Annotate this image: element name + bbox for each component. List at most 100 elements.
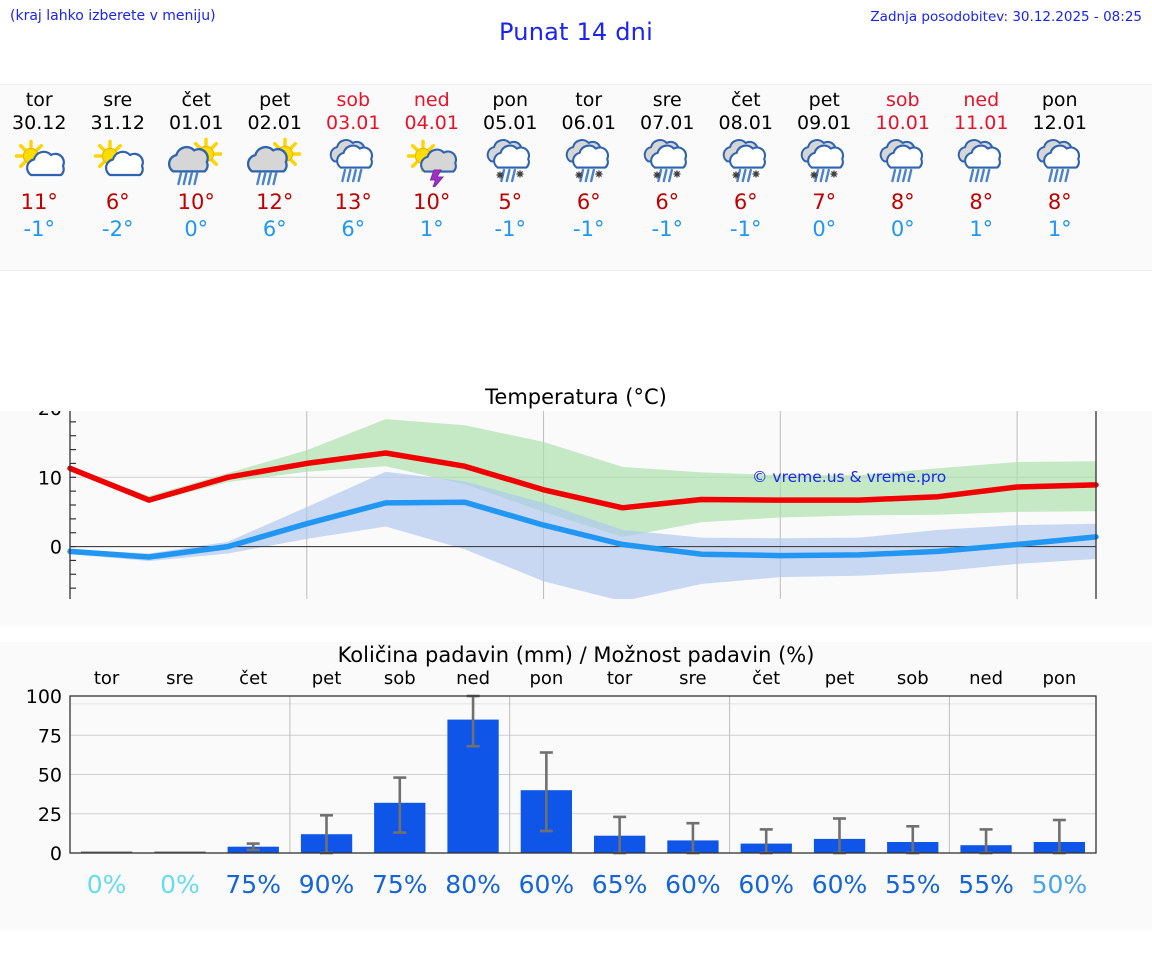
temp-max: 8° bbox=[1047, 190, 1072, 214]
temp-min: -1° bbox=[573, 217, 605, 241]
temp-min: -1° bbox=[651, 217, 683, 241]
temperature-chart-panel: Temperatura (°C) 01020 bbox=[0, 384, 1152, 626]
precip-day-label: pon bbox=[529, 668, 563, 689]
temperature-line bbox=[67, 450, 1099, 511]
snowflake bbox=[752, 170, 760, 178]
forecast-day-column[interactable]: sre 31.12 6° -2° bbox=[79, 85, 158, 270]
forecast-day-column[interactable]: čet 08.01 6° -1° bbox=[707, 85, 786, 270]
temp-max: 8° bbox=[890, 190, 915, 214]
precipitation-probability: 90% bbox=[299, 870, 355, 899]
day-date: 09.01 bbox=[797, 112, 852, 134]
menu-note: (kraj lahko izberete v meniju) bbox=[10, 8, 216, 24]
snowflake bbox=[810, 171, 818, 179]
cloud-sleet-icon bbox=[482, 135, 538, 189]
page-header: (kraj lahko izberete v meniju) Punat 14 … bbox=[0, 0, 1152, 62]
precip-day-label: sre bbox=[679, 668, 706, 689]
forecast-day-column[interactable]: tor 06.01 6° -1° bbox=[550, 85, 629, 270]
precipitation-probability: 65% bbox=[592, 870, 648, 899]
temperature-line bbox=[67, 499, 1099, 560]
precipitation-probability: 0% bbox=[87, 870, 127, 899]
day-date: 04.01 bbox=[404, 112, 459, 134]
temp-max: 7° bbox=[812, 190, 837, 214]
cloud-rain-icon bbox=[325, 135, 381, 189]
day-of-week: pon bbox=[1041, 89, 1078, 111]
day-of-week: sre bbox=[103, 89, 133, 111]
day-date: 06.01 bbox=[561, 112, 616, 134]
precip-day-label: sre bbox=[166, 668, 193, 689]
temp-min: 0° bbox=[890, 217, 915, 241]
forecast-day-column[interactable]: sre 07.01 6° -1° bbox=[628, 85, 707, 270]
precipitation-probability: 0% bbox=[160, 870, 200, 899]
precipitation-probability: 60% bbox=[812, 870, 868, 899]
temp-max: 10° bbox=[177, 190, 215, 214]
snowflake bbox=[595, 170, 603, 178]
rain-drops bbox=[341, 168, 363, 183]
day-of-week: sob bbox=[336, 89, 371, 111]
day-date: 02.01 bbox=[247, 112, 302, 134]
temp-max: 6° bbox=[105, 190, 130, 214]
forecast-day-column[interactable]: čet 01.01 10° 0° bbox=[157, 85, 236, 270]
day-of-week: čet bbox=[730, 89, 761, 111]
temp-min: -1° bbox=[730, 217, 762, 241]
cloud-sleet-icon bbox=[796, 135, 852, 189]
forecast-day-column[interactable]: ned 11.01 8° 1° bbox=[942, 85, 1021, 270]
forecast-day-column[interactable]: sob 03.01 13° 6° bbox=[314, 85, 393, 270]
forecast-day-column[interactable]: tor 30.12 11° -1° bbox=[0, 85, 79, 270]
rain-drops bbox=[255, 171, 278, 186]
forecast-day-column[interactable]: sob 10.01 8° 0° bbox=[864, 85, 943, 270]
temp-max: 8° bbox=[969, 190, 994, 214]
forecast-day-column[interactable]: ned 04.01 10° 1° bbox=[393, 85, 472, 270]
y-axis-label: 50 bbox=[38, 765, 62, 787]
precip-day-label: sob bbox=[897, 668, 929, 689]
precip-day-label: čet bbox=[239, 668, 267, 689]
day-date: 07.01 bbox=[640, 112, 695, 134]
copyright-text: © vreme.us & vreme.pro bbox=[752, 468, 947, 486]
y-axis-label: 10 bbox=[38, 467, 62, 489]
day-date: 30.12 bbox=[12, 112, 67, 134]
precipitation-probability: 75% bbox=[225, 870, 281, 899]
temp-max: 6° bbox=[655, 190, 680, 214]
forecast-day-column[interactable]: pon 12.01 8° 1° bbox=[1021, 85, 1100, 270]
day-of-week: tor bbox=[575, 89, 603, 111]
temp-max: 10° bbox=[413, 190, 451, 214]
precipitation-chart: tor sre čet pet sob ned pon tor sre čet pet sob ned p… bbox=[26, 668, 1097, 899]
sun-cloud-rain-icon bbox=[246, 135, 303, 189]
temp-min: -1° bbox=[494, 217, 526, 241]
precip-day-label: tor bbox=[607, 668, 633, 689]
day-date: 03.01 bbox=[326, 112, 381, 134]
forecast-day-column[interactable]: pon 05.01 5° -1° bbox=[471, 85, 550, 270]
temperature-chart: 01020 bbox=[38, 398, 1099, 599]
snowflake bbox=[830, 170, 838, 178]
precipitation-probability: 75% bbox=[372, 870, 428, 899]
temp-min: -1° bbox=[23, 217, 55, 241]
day-of-week: pet bbox=[259, 89, 291, 111]
precip-day-label: čet bbox=[752, 668, 780, 689]
precipitation-probability: 80% bbox=[445, 870, 501, 899]
rain-drops bbox=[969, 168, 991, 183]
cloud-rain-icon bbox=[875, 135, 931, 189]
precipitation-probability: 60% bbox=[519, 870, 575, 899]
day-of-week: ned bbox=[963, 89, 1000, 111]
day-date: 31.12 bbox=[90, 112, 145, 134]
precip-day-label: pet bbox=[312, 668, 342, 689]
forecast-day-column[interactable]: pet 02.01 12° 6° bbox=[236, 85, 315, 270]
error-bar bbox=[539, 751, 553, 833]
snowflake bbox=[516, 170, 524, 178]
snowflake bbox=[575, 171, 583, 179]
precip-day-label: pet bbox=[825, 668, 855, 689]
day-of-week: ned bbox=[413, 89, 450, 111]
error-bar bbox=[246, 842, 260, 852]
precipitation-chart-title: Količina padavin (mm) / Možnost padavin … bbox=[337, 643, 815, 667]
temp-max: 11° bbox=[20, 190, 58, 214]
sun-cloud-rain-icon bbox=[168, 135, 224, 189]
forecast-day-column[interactable]: pet 09.01 7° 0° bbox=[785, 85, 864, 270]
error-bar bbox=[393, 776, 407, 834]
temp-min: 6° bbox=[262, 217, 287, 241]
day-of-week: čet bbox=[181, 89, 212, 111]
cloud-rain-icon bbox=[1032, 135, 1088, 189]
daily-forecast-strip: tor 30.12 11° -1° sre 31.12 6° -2° čet 01.01 10° 0°… bbox=[0, 84, 1152, 271]
sun-cloud-storm-icon bbox=[404, 135, 460, 189]
day-of-week: pon bbox=[492, 89, 529, 111]
plot-frame bbox=[69, 695, 1097, 854]
